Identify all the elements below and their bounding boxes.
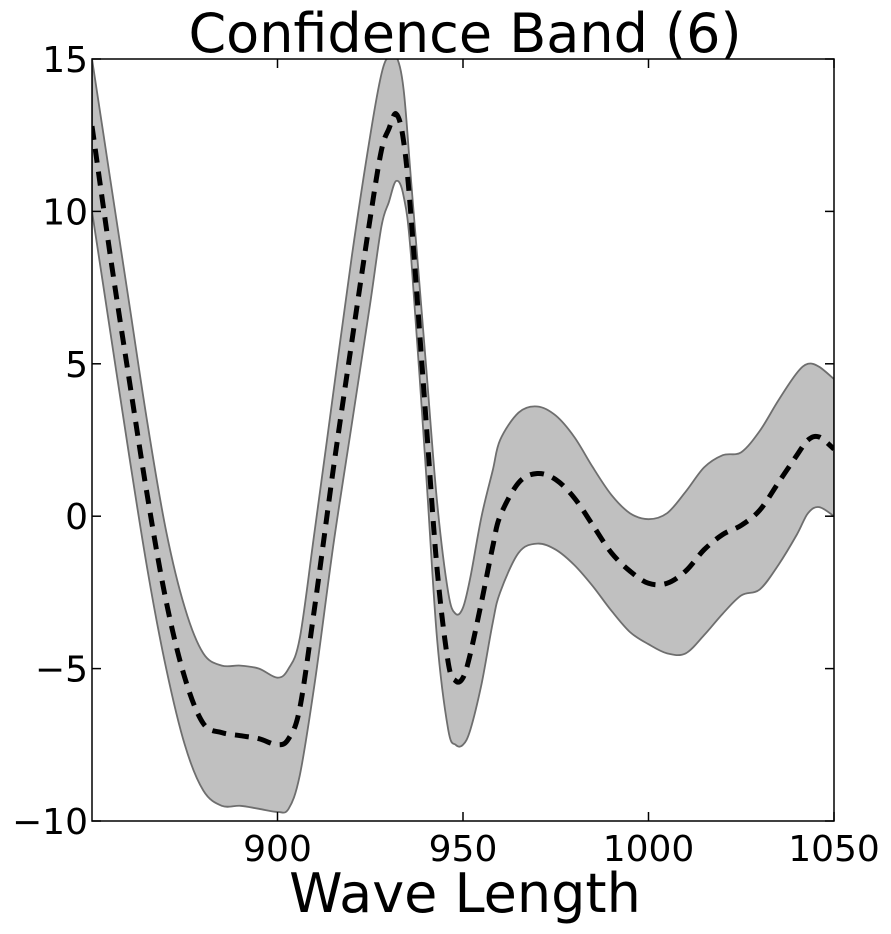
y-axis-ticks: 15 10 5 0 −5 −10: [12, 40, 834, 843]
x-axis-label: Wave Length: [289, 862, 641, 925]
x-axis-ticks: 900 950 1000 1050: [243, 59, 880, 870]
y-tick-label: 15: [42, 40, 88, 81]
plot-area: [92, 59, 834, 814]
y-tick-label: −10: [12, 802, 88, 843]
y-tick-label: 0: [65, 497, 88, 538]
confidence-band-area: [92, 59, 834, 814]
y-tick-label: 5: [65, 345, 88, 386]
mean-line: [92, 111, 834, 748]
chart-title: Confidence Band (6): [188, 2, 741, 65]
y-tick-label: −5: [35, 650, 88, 691]
x-tick-label: 1050: [788, 829, 880, 870]
x-tick-label: 1000: [603, 829, 695, 870]
x-tick-label: 900: [243, 829, 312, 870]
y-tick-label: 10: [42, 192, 88, 233]
x-tick-label: 950: [429, 829, 498, 870]
